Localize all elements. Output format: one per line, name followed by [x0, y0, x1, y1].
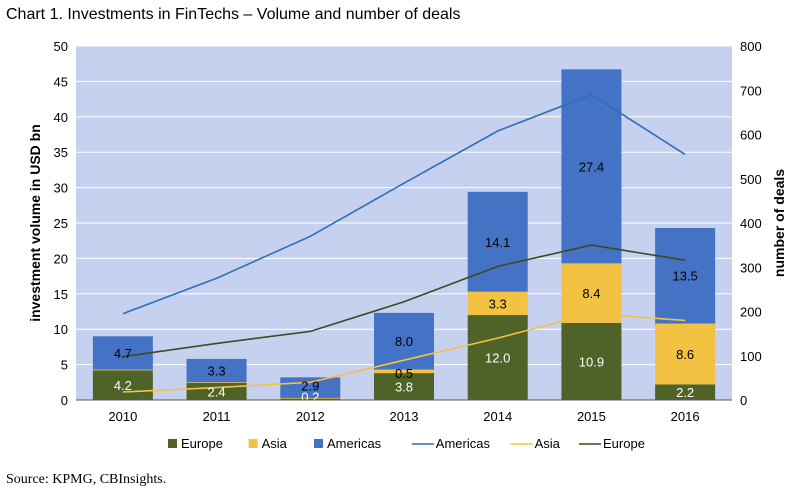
bar-asia-2011	[186, 382, 247, 384]
data-label-asia-2016: 8.6	[676, 347, 694, 362]
bar-asia-2010	[92, 369, 153, 371]
legend-swatch-bar-americas	[314, 439, 323, 448]
y-tick-label: 50	[54, 39, 68, 54]
x-tick-label: 2011	[203, 409, 231, 424]
legend-swatch-bar-asia	[248, 439, 258, 448]
data-labels: 4.2 4.7 2.4 3.3 0.22.9 3.80.5 8.0 12.0 3.3 14.1 10…	[114, 159, 698, 404]
data-label-americas-2010: 4.7	[114, 346, 132, 361]
x-tick-label: 2015	[577, 409, 606, 424]
x-tick-label: 2013	[390, 409, 419, 424]
y-tick-label: 10	[54, 322, 68, 337]
bar-asia-2014	[467, 291, 528, 316]
bar-europe-2013	[374, 373, 434, 400]
legend-label: Europe	[603, 436, 645, 451]
y2-tick-label: 100	[740, 349, 762, 364]
legend-label: Americas	[327, 436, 382, 451]
x-tick-label: 2010	[108, 409, 137, 424]
bar-asia-2016	[655, 323, 716, 385]
y-tick-label: 30	[54, 181, 68, 196]
data-label-europe-2012: 0.2	[301, 390, 319, 405]
y-tick-label: 35	[54, 145, 68, 160]
data-label-americas-2014: 14.1	[485, 235, 510, 250]
bar-americas-2011	[186, 358, 247, 383]
line-asia-deals	[122, 312, 686, 393]
data-label-europe-2014: 12.0	[485, 351, 510, 366]
line-europe-deals	[122, 244, 686, 358]
y2-tick-label: 300	[740, 260, 762, 275]
x-tick-label: 2012	[296, 409, 325, 424]
y-tick-label: 45	[54, 74, 68, 89]
bar-europe-2014	[467, 315, 528, 400]
bar-americas-2010	[92, 336, 153, 370]
data-label-americas-2016: 13.5	[672, 269, 697, 284]
source-note: Source: KPMG, CBInsights.	[6, 472, 167, 487]
y2-tick-label: 0	[740, 393, 747, 408]
bar-europe-2012	[280, 398, 341, 400]
x-tick-label: 2014	[483, 409, 512, 424]
y-tick-label: 5	[61, 358, 68, 373]
data-label-asia-2013: 0.5	[395, 366, 413, 381]
data-label-americas-2011: 3.3	[208, 364, 226, 379]
y2-tick-label: 600	[740, 128, 762, 143]
y2-tick-label: 800	[740, 39, 762, 54]
data-label-americas-2013: 8.0	[395, 334, 413, 349]
data-label-americas-2012: 2.9	[301, 379, 319, 394]
y-tick-label: 25	[54, 216, 68, 231]
y-tick-label: 20	[54, 251, 68, 266]
bar-asia-2012	[280, 397, 341, 399]
legend: Europe Asia Americas Americas Asia Europe	[168, 436, 645, 451]
y-axis-label: investment volume in USD bn	[27, 124, 43, 322]
y2-tick-label: 200	[740, 305, 762, 320]
bar-europe-2010	[92, 370, 153, 400]
axes: 0510152025303540455001002003004005006007…	[54, 39, 762, 424]
legend-label: Europe	[181, 436, 223, 451]
y-tick-label: 0	[61, 393, 68, 408]
data-label-europe-2013: 3.8	[395, 380, 413, 395]
y-tick-label: 15	[54, 287, 68, 302]
y2-tick-label: 400	[740, 216, 762, 231]
data-label-asia-2014: 3.3	[489, 296, 507, 311]
bar-americas-2014	[467, 191, 528, 292]
y2-tick-label: 700	[740, 83, 762, 98]
chart-title: Chart 1. Investments in FinTechs – Volum…	[6, 6, 461, 23]
x-tick-label: 2016	[671, 409, 700, 424]
y2-tick-label: 500	[740, 172, 762, 187]
legend-label: Americas	[436, 436, 491, 451]
data-label-asia-2015: 8.4	[582, 286, 600, 301]
y-tick-label: 40	[54, 110, 68, 125]
bar-europe-2015	[561, 322, 622, 400]
data-label-americas-2015: 27.4	[579, 159, 604, 174]
legend-label: Asia	[535, 436, 561, 451]
bar-americas-2016	[655, 227, 716, 324]
data-label-europe-2015: 10.9	[579, 354, 604, 369]
legend-swatch-bar-europe	[168, 439, 177, 448]
line-americas-deals	[122, 93, 686, 315]
data-label-europe-2011: 2.4	[208, 385, 226, 400]
data-label-europe-2010: 4.2	[114, 378, 132, 393]
bar-europe-2016	[655, 384, 716, 400]
lines	[122, 93, 686, 393]
legend-label: Asia	[262, 436, 288, 451]
y2-axis-label: number of deals	[771, 169, 787, 277]
bar-asia-2013	[374, 369, 434, 374]
data-label-europe-2016: 2.2	[676, 385, 694, 400]
